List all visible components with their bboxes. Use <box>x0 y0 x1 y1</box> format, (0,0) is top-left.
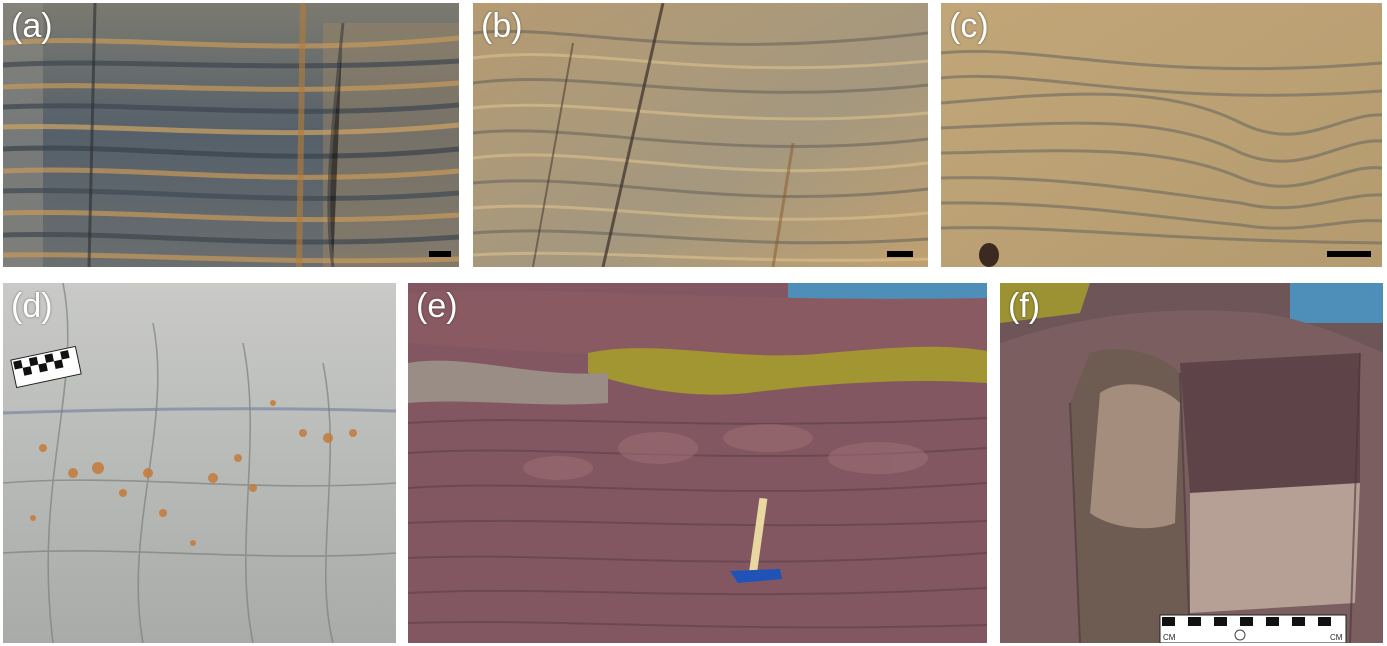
photo-panel-c: (c) <box>941 3 1382 267</box>
wavy-laminated-rock-image-b <box>473 3 928 267</box>
seaweed-band <box>588 346 987 395</box>
photo-scale-card-d <box>10 345 82 389</box>
photo-panel-a: (a) <box>3 3 459 267</box>
panel-label-f: (f) <box>1008 287 1041 325</box>
rock-hammer <box>730 497 782 583</box>
centimetre-scale-card: CM CM <box>1159 614 1347 643</box>
panel-label-b: (b) <box>481 7 523 45</box>
photo-panel-b: (b) <box>473 3 928 267</box>
photo-panel-e: (e) <box>408 283 987 643</box>
panel-label-c: (c) <box>949 7 989 45</box>
photo-panel-f: CM CM (f) <box>1000 283 1383 643</box>
scale-bar-c <box>1327 251 1371 257</box>
scale-bar-b <box>887 251 913 257</box>
scale-card-right-text: CM <box>1330 633 1343 642</box>
photo-panel-d: (d) <box>3 283 396 643</box>
sea-area <box>788 283 987 301</box>
folded-laminated-rock-image-c <box>941 3 1382 267</box>
grey-rock-image-d <box>3 283 396 643</box>
banded-rock-image-a <box>3 3 459 267</box>
panel-label-a: (a) <box>11 7 53 45</box>
scale-bar-a <box>429 251 451 257</box>
purple-rock-block-image-f: CM CM <box>1000 283 1383 643</box>
panel-label-e: (e) <box>416 287 458 325</box>
scale-card-left-text: CM <box>1163 633 1176 642</box>
panel-label-d: (d) <box>11 287 53 325</box>
red-layered-outcrop-image-e <box>408 283 987 643</box>
